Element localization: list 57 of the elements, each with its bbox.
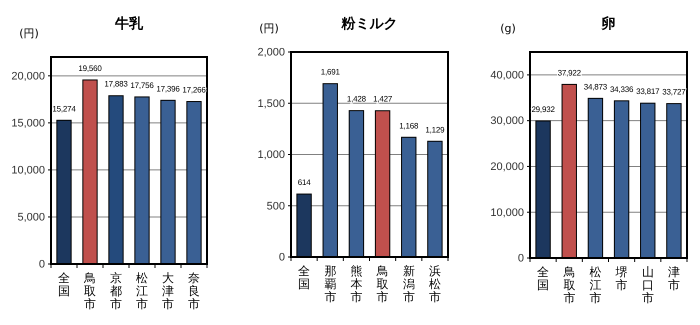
x-tick-label: 山口市 xyxy=(642,265,654,305)
y-tick-label: 1,000 xyxy=(257,149,285,162)
data-label: 19,560 xyxy=(78,64,102,73)
y-axis-title: (円) xyxy=(19,27,39,40)
x-tick-label: 堺市 xyxy=(614,265,628,292)
y-tick-label: 10,000 xyxy=(11,164,45,176)
data-label: 1,428 xyxy=(346,94,367,104)
x-tick-label: 松江市 xyxy=(136,271,148,311)
y-tick-label: 2,000 xyxy=(257,46,285,59)
x-tick-label: 鳥取市 xyxy=(83,271,96,311)
y-axis-title: (円) xyxy=(259,22,279,35)
y-tick-label: 0 xyxy=(38,258,45,271)
y-tick-label: 0 xyxy=(278,252,285,264)
data-label: 33,817 xyxy=(636,87,660,96)
chart-title: 粉ミルク xyxy=(340,16,398,32)
x-tick-label: 津市 xyxy=(668,265,680,292)
chart-title: 卵 xyxy=(600,16,616,32)
y-tick-label: 0 xyxy=(518,252,524,265)
data-label: 1,129 xyxy=(425,125,446,134)
x-tick-label: 全国 xyxy=(537,265,550,292)
data-label: 1,427 xyxy=(373,94,393,104)
data-label: 17,266 xyxy=(182,86,206,95)
x-tick-label: 鳥取市 xyxy=(376,264,389,304)
data-label: 1,691 xyxy=(320,68,341,77)
data-label: 37,922 xyxy=(558,68,582,78)
y-tick-label: 30,000 xyxy=(490,115,524,128)
data-label: 17,396 xyxy=(156,84,180,94)
x-tick-label: 新潟市 xyxy=(402,264,415,304)
data-label: 33,727 xyxy=(662,88,686,97)
y-tick-label: 20,000 xyxy=(11,70,45,82)
data-label: 17,756 xyxy=(130,80,154,90)
y-tick-label: 1,500 xyxy=(257,98,285,110)
x-tick-label: 松江市 xyxy=(589,265,602,305)
x-tick-label: 奈良市 xyxy=(188,271,200,311)
x-tick-label: 鳥取市 xyxy=(562,265,576,305)
y-tick-label: 5,000 xyxy=(17,211,45,224)
data-label: 34,873 xyxy=(584,82,608,92)
data-label: 614 xyxy=(298,178,312,188)
y-axis-title: (g) xyxy=(500,22,516,35)
y-tick-label: 10,000 xyxy=(490,206,524,219)
x-tick-label: 浜松市 xyxy=(428,264,441,304)
chart-title: 牛乳 xyxy=(114,16,144,32)
data-label: 17,883 xyxy=(104,80,128,89)
x-tick-label: 全国 xyxy=(58,271,70,298)
data-label: 29,932 xyxy=(531,104,556,114)
y-tick-label: 20,000 xyxy=(490,160,524,173)
data-label: 1,168 xyxy=(399,121,420,130)
x-tick-label: 那覇市 xyxy=(324,264,336,304)
data-label: 15,274 xyxy=(52,104,76,114)
x-tick-label: 全国 xyxy=(298,264,310,291)
y-tick-label: 40,000 xyxy=(490,69,524,82)
y-tick-label: 500 xyxy=(266,200,285,212)
y-tick-label: 15,000 xyxy=(11,117,45,130)
x-tick-label: 大津市 xyxy=(162,271,174,311)
data-label: 34,336 xyxy=(610,84,634,94)
x-tick-label: 熊本市 xyxy=(350,264,362,304)
x-tick-label: 京都市 xyxy=(110,271,122,311)
